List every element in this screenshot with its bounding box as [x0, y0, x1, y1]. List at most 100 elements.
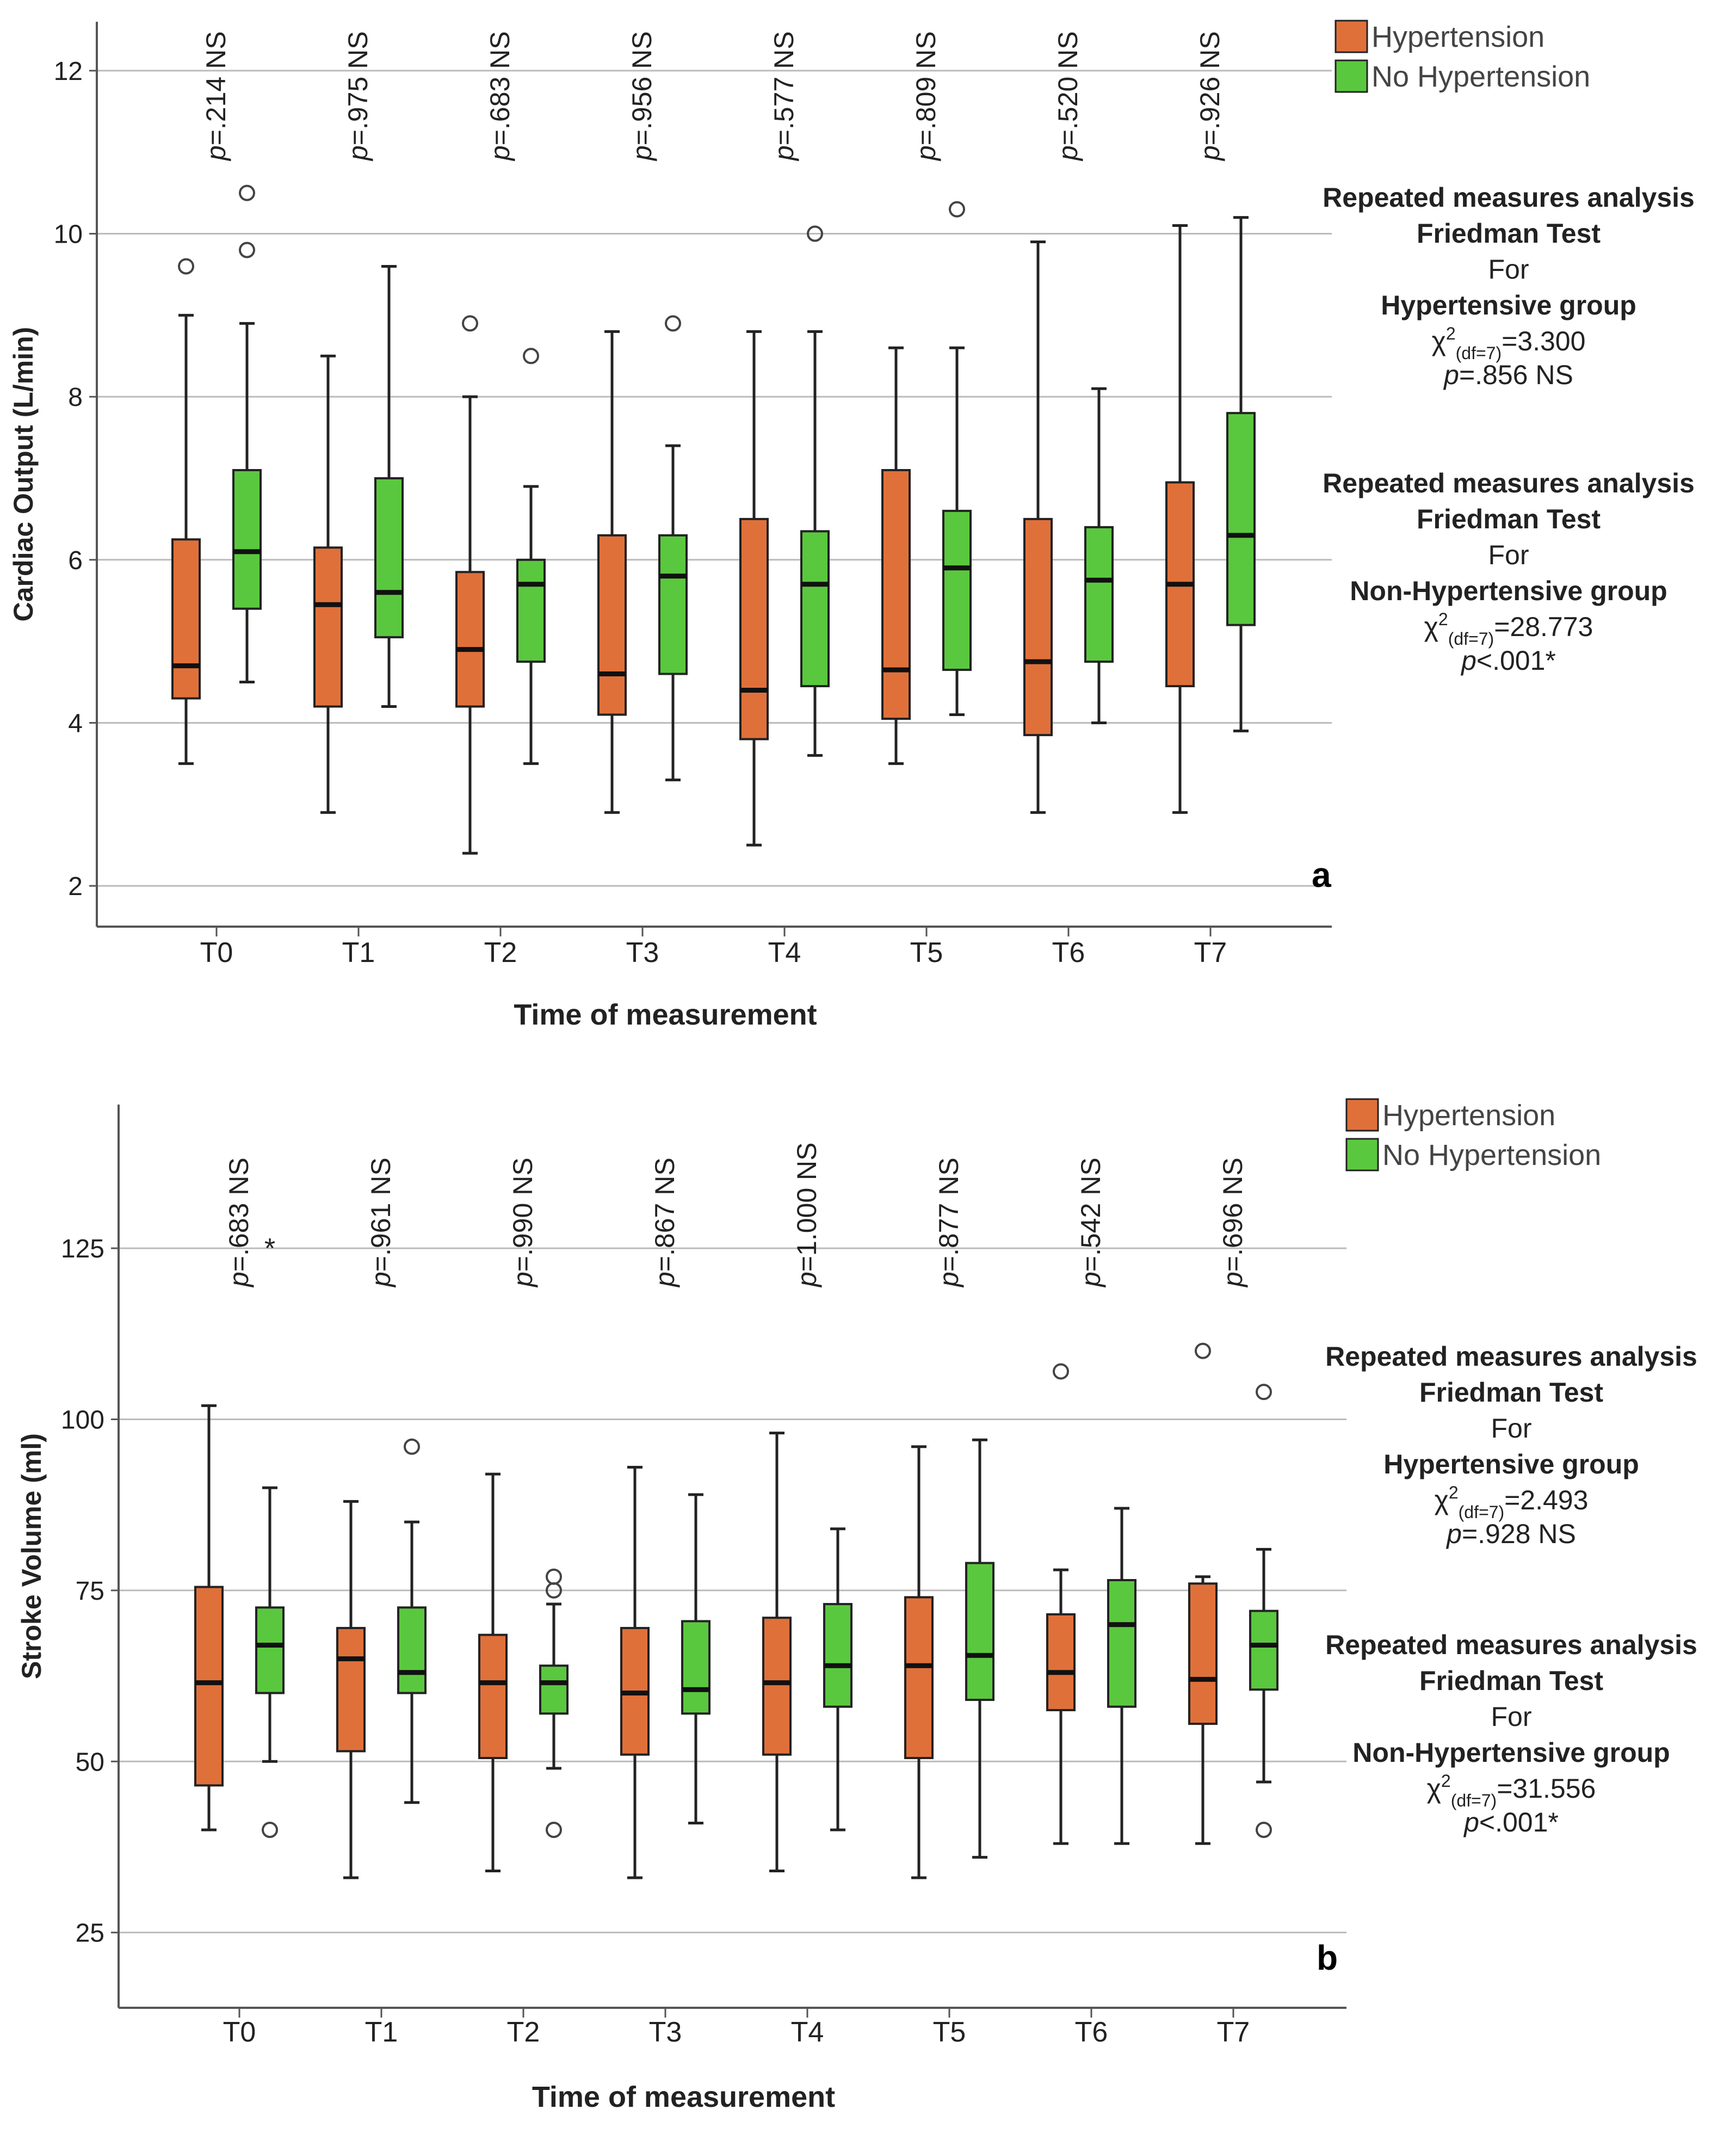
box-no_hypertension-T0 [232, 184, 262, 684]
box-hypertension-T0 [194, 1404, 224, 1831]
outlier-point [404, 1438, 420, 1455]
iqr-box [171, 538, 201, 700]
legend-swatch-no_hypertension [1335, 59, 1368, 93]
annotation-group: Non-Hypertensive group [1352, 1737, 1670, 1768]
iqr-box [739, 517, 769, 741]
p-value-text: =.877 NS [934, 1157, 964, 1272]
outlier-point [462, 315, 478, 332]
box-hypertension-T3 [620, 1466, 650, 1879]
annotation-p-value: p=.928 NS [1445, 1519, 1576, 1549]
box-no_hypertension-T2 [516, 348, 546, 765]
box-hypertension-T5 [904, 1445, 934, 1879]
p-value-prefix: p [627, 145, 657, 162]
x-tick-label: T0 [223, 2016, 256, 2048]
p-value-prefix: p [366, 1272, 396, 1288]
box-no_hypertension-T4 [800, 225, 830, 757]
annotation-title: Repeated measures analysis [1323, 468, 1695, 498]
iqr-box [232, 469, 262, 610]
p-value-text: =.926 NS [1195, 31, 1225, 145]
x-tick-label: T3 [626, 937, 659, 969]
annotation-test: Friedman Test [1417, 504, 1601, 534]
box-hypertension-T1 [336, 1500, 366, 1879]
annotation-p-prefix: p [1445, 1519, 1462, 1549]
x-tick-label: T6 [1075, 2016, 1108, 2048]
box-hypertension-T4 [739, 330, 769, 847]
p-value-text: =.683 NS [485, 31, 515, 145]
chart-panel-a: 2 4 6 8 10 12 Cardiac Output (L/min) Time of me… [8, 20, 1695, 1031]
annotation-p-text: =.856 NS [1459, 360, 1573, 390]
chi-value: =2.493 [1504, 1485, 1588, 1515]
box-no_hypertension-T7 [1249, 1384, 1278, 1839]
annotation-chi-square: χ2(df=7)=3.300 [1432, 324, 1586, 363]
iqr-box [1107, 1579, 1136, 1708]
outlier-point [178, 258, 194, 275]
y-tick-label: 125 [61, 1235, 104, 1263]
x-tick-label: T1 [342, 937, 375, 969]
outlier-point [1053, 1363, 1069, 1380]
annotation-for: For [1488, 254, 1529, 285]
friedman-annotation: Repeated measures analysis Friedman Test F… [1325, 1630, 1697, 1837]
annotation-p-prefix: p [1460, 645, 1476, 676]
p-value-label: p=.877 NS [934, 1157, 964, 1288]
y-tick-label: 10 [54, 220, 83, 249]
outlier-point [239, 184, 255, 201]
annotation-p-value: p=.856 NS [1443, 360, 1573, 390]
panel-label: a [1312, 855, 1331, 895]
chi-subscript: (df=7) [1448, 629, 1494, 649]
box-no_hypertension-T1 [397, 1438, 427, 1804]
box-hypertension-T4 [762, 1432, 792, 1872]
legend-swatch-hypertension [1335, 20, 1368, 53]
outlier-point [262, 1822, 278, 1839]
annotation-group: Non-Hypertensive group [1350, 576, 1667, 606]
p-value-label: p=1.000 NS [792, 1143, 822, 1288]
annotation-group: Hypertensive group [1381, 290, 1636, 320]
p-value-label: p=.926 NS [1195, 31, 1225, 162]
box-hypertension-T3 [597, 330, 627, 814]
iqr-box [881, 469, 911, 720]
box-hypertension-T1 [313, 354, 343, 814]
p-value-label: p=.696 NS [1218, 1157, 1248, 1288]
box-no_hypertension-T0: * [255, 1233, 285, 1839]
p-value-label: p=.956 NS [627, 31, 657, 162]
p-value-prefix: p [224, 1272, 254, 1288]
annotation-p-text: <.001* [1479, 1807, 1559, 1837]
outlier-point [949, 201, 965, 218]
p-value-label: p=.867 NS [650, 1157, 680, 1288]
x-tick-label: T1 [365, 2016, 398, 2048]
outlier-point [665, 315, 681, 332]
y-tick-label: 12 [54, 57, 83, 86]
box-no_hypertension-T3 [681, 1493, 711, 1824]
p-value-text: =.867 NS [650, 1157, 680, 1272]
y-tick-label: 6 [68, 546, 83, 575]
annotation-title: Repeated measures analysis [1325, 1630, 1697, 1660]
x-tick-label: T6 [1052, 937, 1085, 969]
annotation-chi-square: χ2(df=7)=2.493 [1435, 1483, 1589, 1522]
outlier-point [807, 225, 823, 242]
p-value-text: =.542 NS [1076, 1157, 1106, 1272]
p-value-text: =.990 NS [508, 1157, 538, 1272]
p-value-prefix: p [769, 145, 799, 162]
friedman-annotation: Repeated measures analysis Friedman Test F… [1323, 468, 1695, 676]
p-value-label: p=.577 NS [769, 31, 799, 162]
box-no_hypertension-T4 [823, 1527, 852, 1831]
legend-label-hypertension: Hypertension [1382, 1099, 1555, 1132]
iqr-box [1226, 412, 1256, 626]
y-tick-label: 2 [68, 872, 83, 901]
chi-superscript: 2 [1438, 609, 1448, 629]
iqr-box [823, 1603, 852, 1708]
iqr-box [194, 1586, 224, 1787]
annotation-p-text: =.928 NS [1462, 1519, 1576, 1549]
chi-subscript: (df=7) [1456, 343, 1502, 363]
annotation-test: Friedman Test [1419, 1666, 1603, 1696]
p-value-label: p=.809 NS [911, 31, 941, 162]
annotation-p-value: p<.001* [1463, 1807, 1559, 1837]
box-hypertension-T2 [478, 1472, 508, 1872]
outlier-point [1256, 1384, 1272, 1401]
annotation-p-prefix: p [1443, 360, 1459, 390]
box-hypertension-T7 [1188, 1342, 1218, 1845]
iqr-box [800, 530, 830, 688]
p-value-text: =.956 NS [627, 31, 657, 145]
x-tick-label: T4 [791, 2016, 824, 2048]
iqr-box [336, 1627, 366, 1753]
